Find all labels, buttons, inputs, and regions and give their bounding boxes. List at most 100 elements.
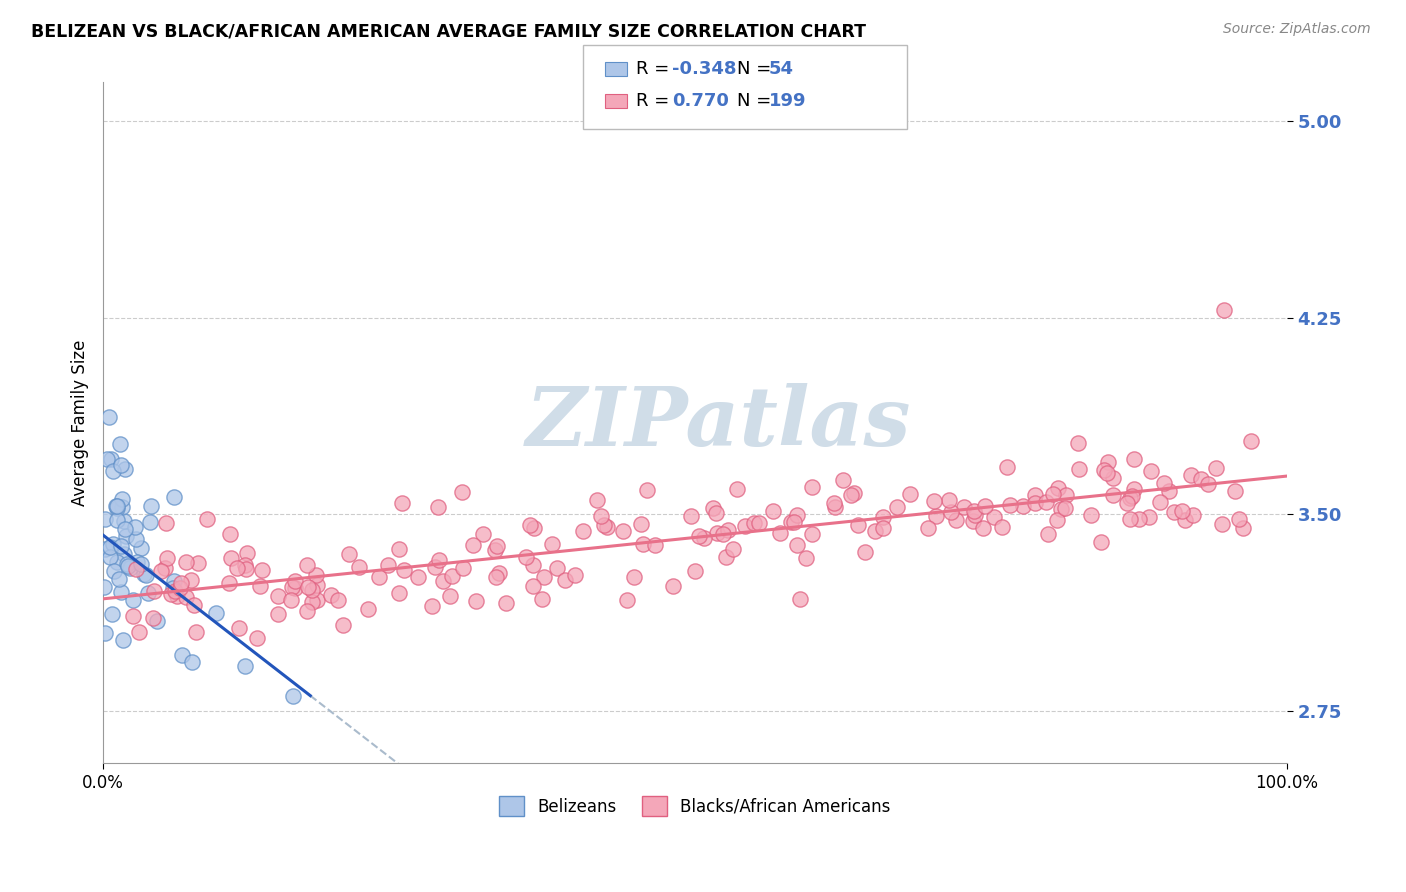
Point bbox=[180, 655, 202, 669]
Point bbox=[219, 527, 242, 541]
Point bbox=[1036, 527, 1059, 541]
Point bbox=[112, 514, 135, 528]
Point bbox=[823, 496, 845, 510]
Point bbox=[571, 524, 593, 538]
Text: -0.348: -0.348 bbox=[672, 60, 737, 78]
Point bbox=[153, 561, 176, 575]
Point bbox=[1054, 488, 1077, 502]
Point bbox=[1128, 511, 1150, 525]
Point bbox=[1174, 513, 1197, 527]
Point bbox=[115, 529, 138, 543]
Point bbox=[162, 582, 184, 596]
Point bbox=[426, 500, 449, 515]
Point bbox=[111, 500, 134, 515]
Point bbox=[779, 516, 801, 530]
Point bbox=[898, 486, 921, 500]
Point bbox=[252, 563, 274, 577]
Point bbox=[783, 516, 806, 530]
Point bbox=[103, 537, 125, 551]
Point bbox=[112, 632, 135, 647]
Point bbox=[357, 601, 380, 615]
Point bbox=[1012, 499, 1035, 513]
Point bbox=[472, 527, 495, 541]
Point bbox=[742, 516, 765, 530]
Point bbox=[974, 499, 997, 513]
Point bbox=[938, 493, 960, 508]
Point bbox=[420, 599, 443, 614]
Point bbox=[233, 659, 256, 673]
Point bbox=[714, 549, 737, 564]
Point bbox=[962, 514, 984, 528]
Point bbox=[307, 592, 329, 607]
Point bbox=[998, 498, 1021, 512]
Point bbox=[953, 500, 976, 514]
Point bbox=[1171, 504, 1194, 518]
Point bbox=[1066, 436, 1088, 450]
Point bbox=[1035, 495, 1057, 509]
Point bbox=[531, 591, 554, 606]
Point bbox=[367, 570, 389, 584]
Point bbox=[1211, 517, 1233, 532]
Point bbox=[1047, 481, 1070, 495]
Point bbox=[596, 520, 619, 534]
Point bbox=[169, 581, 191, 595]
Point bbox=[94, 512, 117, 526]
Point bbox=[183, 599, 205, 613]
Point bbox=[236, 546, 259, 560]
Point bbox=[281, 580, 304, 594]
Point bbox=[432, 574, 454, 589]
Point bbox=[120, 561, 142, 575]
Point bbox=[425, 560, 447, 574]
Point bbox=[110, 458, 132, 472]
Point bbox=[623, 570, 645, 584]
Point bbox=[451, 485, 474, 500]
Point bbox=[564, 568, 586, 582]
Point bbox=[280, 593, 302, 607]
Point bbox=[122, 608, 145, 623]
Point bbox=[1118, 512, 1140, 526]
Point bbox=[1239, 434, 1261, 448]
Point bbox=[522, 521, 544, 535]
Point bbox=[495, 596, 517, 610]
Point bbox=[391, 496, 413, 510]
Point bbox=[305, 567, 328, 582]
Point bbox=[1050, 501, 1073, 516]
Point bbox=[150, 565, 173, 579]
Point bbox=[105, 513, 128, 527]
Point bbox=[328, 593, 350, 607]
Point bbox=[612, 524, 634, 539]
Point bbox=[541, 537, 564, 551]
Text: N =: N = bbox=[737, 60, 776, 78]
Point bbox=[842, 486, 865, 500]
Point bbox=[662, 578, 685, 592]
Point bbox=[108, 572, 131, 586]
Text: Source: ZipAtlas.com: Source: ZipAtlas.com bbox=[1223, 22, 1371, 37]
Point bbox=[1182, 508, 1205, 523]
Legend: Belizeans, Blacks/African Americans: Belizeans, Blacks/African Americans bbox=[492, 789, 897, 823]
Point bbox=[98, 549, 121, 564]
Point bbox=[110, 539, 132, 553]
Point bbox=[267, 589, 290, 603]
Point bbox=[165, 584, 187, 599]
Point bbox=[1046, 513, 1069, 527]
Point bbox=[1180, 468, 1202, 483]
Point bbox=[769, 526, 792, 541]
Point bbox=[295, 558, 318, 573]
Point bbox=[872, 521, 894, 535]
Point bbox=[863, 524, 886, 539]
Point bbox=[101, 607, 124, 621]
Point bbox=[485, 540, 508, 554]
Point bbox=[1140, 465, 1163, 479]
Point bbox=[128, 625, 150, 640]
Point bbox=[721, 541, 744, 556]
Point bbox=[983, 510, 1005, 524]
Point bbox=[205, 607, 228, 621]
Point bbox=[704, 506, 727, 520]
Point bbox=[925, 508, 948, 523]
Text: BELIZEAN VS BLACK/AFRICAN AMERICAN AVERAGE FAMILY SIZE CORRELATION CHART: BELIZEAN VS BLACK/AFRICAN AMERICAN AVERA… bbox=[31, 22, 866, 40]
Point bbox=[163, 574, 186, 588]
Point bbox=[174, 590, 197, 604]
Point bbox=[846, 518, 869, 533]
Point bbox=[853, 545, 876, 559]
Point bbox=[100, 451, 122, 466]
